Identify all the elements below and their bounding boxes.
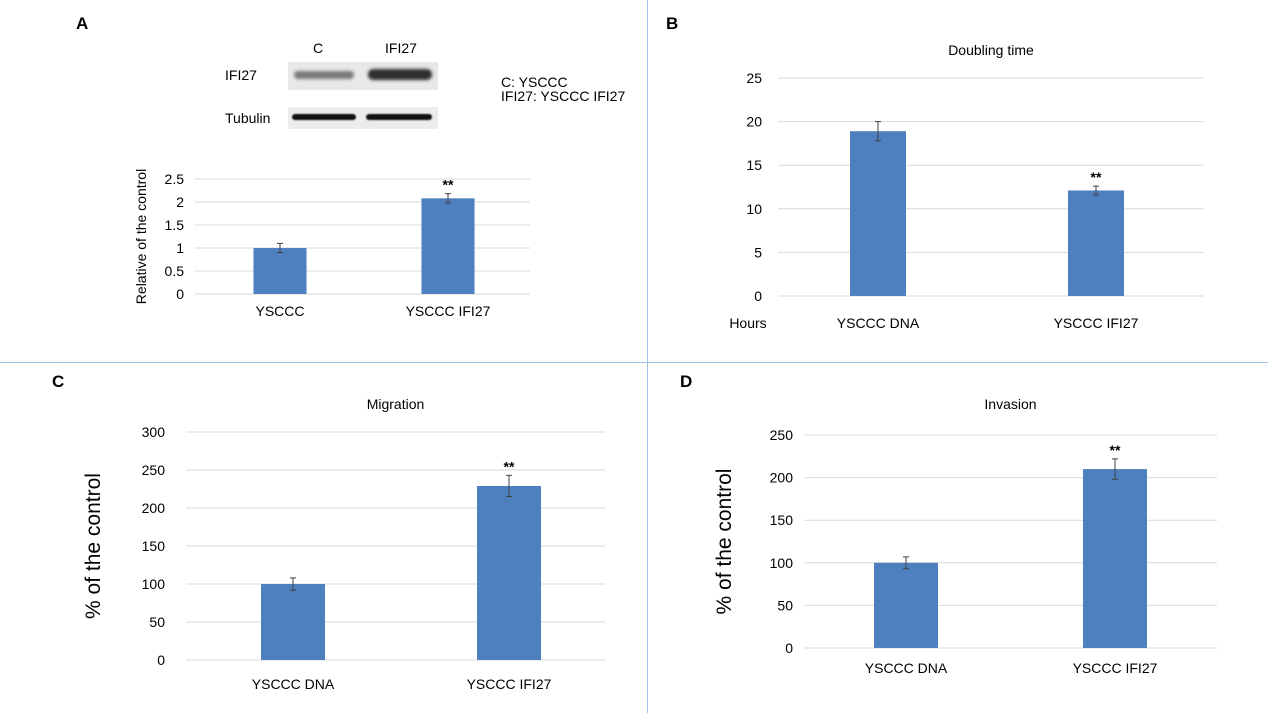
blot-band-tubulin-control <box>292 114 356 120</box>
panel-d-bar <box>1083 469 1147 648</box>
panel-c-y-tick-label: 150 <box>142 538 166 554</box>
panel-c-y-tick-label: 200 <box>142 500 166 516</box>
panel-a-y-tick-label: 0 <box>176 286 184 302</box>
blot-lane-label-ifi27: IFI27 <box>385 40 417 56</box>
panel-letter-a: A <box>76 14 89 33</box>
panel-d-chart-title: Invasion <box>984 396 1036 412</box>
panel-d-y-tick-label: 150 <box>770 512 794 528</box>
panel-b-x-axis-label: Hours <box>729 315 766 331</box>
panel-d-y-tick-label: 0 <box>785 640 793 656</box>
panel-b-y-tick-label: 0 <box>754 288 762 304</box>
panel-d-category-label: YSCCC IFI27 <box>1073 660 1158 676</box>
panel-d-y-tick-label: 100 <box>770 555 794 571</box>
panel-b-bar <box>850 131 906 296</box>
blot-membrane-tubulin <box>288 107 438 129</box>
panel-b-y-tick-label: 20 <box>746 114 762 130</box>
panel-a-y-tick-label: 2.5 <box>165 171 185 187</box>
panel-d-bar <box>874 562 938 648</box>
blot-band-ifi27-ifi27 <box>368 69 432 80</box>
panel-a-y-axis-label: Relative of the control <box>133 169 149 304</box>
panel-a-category-label: YSCCC <box>255 303 304 319</box>
panel-c-bar <box>477 485 541 660</box>
horizontal-divider <box>0 362 1268 363</box>
panel-c-y-tick-label: 250 <box>142 462 166 478</box>
blot-row-label-tubulin: Tubulin <box>225 110 271 126</box>
panel-a-bar <box>253 248 307 294</box>
panel-a-y-tick-label: 2 <box>176 194 184 210</box>
panel-b-bar <box>1068 190 1124 296</box>
panel-b-y-tick-label: 10 <box>746 201 762 217</box>
panel-a-y-tick-label: 1 <box>176 240 184 256</box>
panel-a-y-tick-label: 1.5 <box>165 217 185 233</box>
panel-c-y-tick-label: 0 <box>157 652 165 668</box>
panel-c-y-tick-label: 300 <box>142 424 166 440</box>
blot-legend-line-1: C: YSCCC <box>501 74 568 90</box>
panel-b-category-label: YSCCC IFI27 <box>1054 315 1139 331</box>
panel-letter-b: B <box>666 14 679 33</box>
panel-letter-c: C <box>52 372 65 391</box>
panel-d-y-tick-label: 50 <box>777 597 793 613</box>
panel-b-y-tick-label: 15 <box>746 157 762 173</box>
panel-d-category-label: YSCCC DNA <box>865 660 948 676</box>
panel-b-chart-title: Doubling time <box>948 42 1034 58</box>
panel-b-y-tick-label: 5 <box>754 244 762 260</box>
panel-c-chart-title: Migration <box>367 396 425 412</box>
blot-lane-label-control: C <box>313 40 324 56</box>
panel-b-significance-marker: ** <box>1091 169 1102 185</box>
panel-b-y-tick-label: 25 <box>746 70 762 86</box>
panel-d-significance-marker: ** <box>1110 442 1121 458</box>
blot-legend-line-2: IFI27: YSCCC IFI27 <box>501 88 626 104</box>
blot-band-ifi27-control <box>294 71 354 79</box>
blot-band-tubulin-ifi27 <box>366 114 432 120</box>
panel-c-bar <box>261 584 325 660</box>
panel-c-significance-marker: ** <box>504 458 515 474</box>
panel-c-category-label: YSCCC DNA <box>252 676 335 692</box>
blot-membrane-ifi27 <box>288 62 438 90</box>
panel-d-y-axis-label: % of the control <box>713 469 736 615</box>
panel-d-y-tick-label: 200 <box>770 470 794 486</box>
panel-a-y-tick-label: 0.5 <box>165 263 185 279</box>
vertical-divider <box>647 0 648 713</box>
panel-c-y-tick-label: 50 <box>149 614 165 630</box>
panel-c-y-axis-label: % of the control <box>82 473 105 619</box>
panel-d-y-tick-label: 250 <box>770 427 794 443</box>
panel-letter-d: D <box>680 372 693 391</box>
panel-c-y-tick-label: 100 <box>142 576 166 592</box>
panel-a-category-label: YSCCC IFI27 <box>406 303 491 319</box>
panel-c-category-label: YSCCC IFI27 <box>467 676 552 692</box>
panel-a-bar <box>421 198 475 294</box>
panel-b-category-label: YSCCC DNA <box>837 315 920 331</box>
panel-a-significance-marker: ** <box>443 177 454 193</box>
blot-row-label-ifi27: IFI27 <box>225 67 257 83</box>
